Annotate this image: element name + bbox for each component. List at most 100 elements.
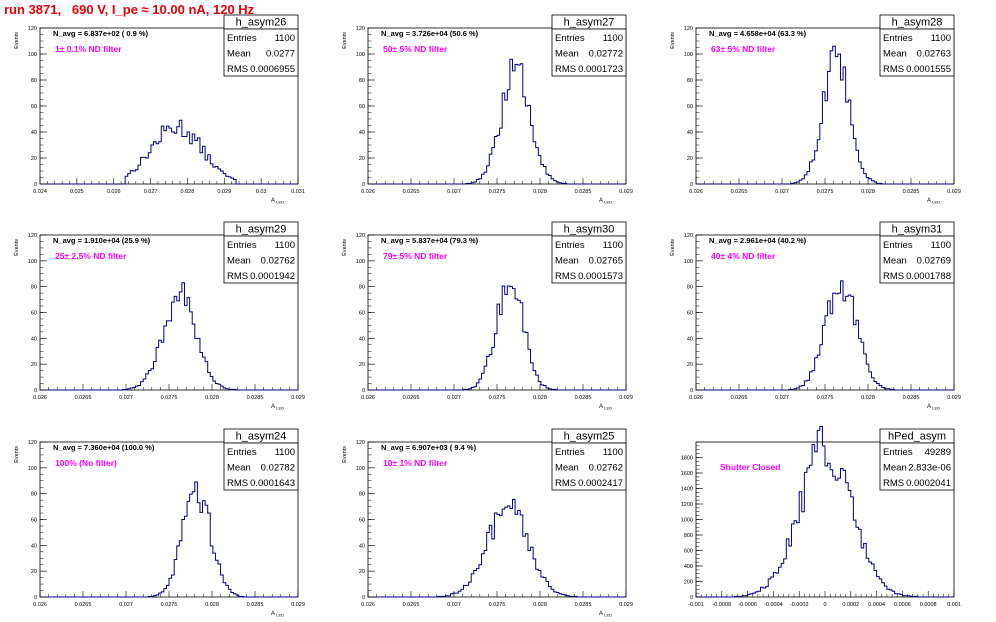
x-axis-label-subscript: LED xyxy=(604,613,612,618)
x-axis-label: A LED xyxy=(599,404,612,411)
y-axis-label: Events xyxy=(670,239,676,256)
y-tick-label: 400 xyxy=(684,564,693,570)
y-tick-label: 1600 xyxy=(681,471,693,477)
y-tick-label: 1000 xyxy=(681,518,693,524)
x-tick-label: 0.0265 xyxy=(403,189,420,195)
y-tick-label: 0 xyxy=(690,388,693,394)
stat-value: 0.02762 xyxy=(261,256,295,267)
filter-annotation: 1± 0.1% ND filter xyxy=(55,44,122,54)
y-tick-label: 20 xyxy=(359,569,365,575)
stat-value: 1100 xyxy=(603,447,623,458)
x-tick-label: 0.0285 xyxy=(575,189,592,195)
y-axis-label: Events xyxy=(670,32,676,49)
x-tick-label: 0.001 xyxy=(947,602,961,608)
stats-title: h_asym26 xyxy=(236,17,287,29)
stat-key: RMS xyxy=(555,478,576,489)
x-tick-label: 0.0008 xyxy=(920,602,937,608)
x-axis-label-subscript: LED xyxy=(276,406,284,411)
stats-title: h_asym28 xyxy=(892,17,943,29)
x-tick-label: 0.028 xyxy=(861,189,875,195)
x-tick-label: 0.0265 xyxy=(403,395,420,401)
y-tick-label: 60 xyxy=(359,311,365,317)
x-tick-label: 0.029 xyxy=(291,602,305,608)
x-tick-label: 0.0285 xyxy=(903,189,920,195)
y-tick-label: 40 xyxy=(687,336,693,342)
x-tick-label: 0.027 xyxy=(775,189,789,195)
x-tick-label: 0.028 xyxy=(205,602,219,608)
y-tick-label: 100 xyxy=(356,259,365,265)
filter-annotation: 50± 5% ND filter xyxy=(383,44,448,54)
navg-label: N_avg = 2.961e+04 (40.2 %) xyxy=(709,236,807,245)
stat-value: 0.0001643 xyxy=(250,478,295,489)
stat-key: Mean xyxy=(555,256,579,267)
y-tick-label: 20 xyxy=(31,156,37,162)
y-tick-label: 1200 xyxy=(681,502,693,508)
y-tick-label: 0 xyxy=(690,595,693,601)
stat-key: Mean xyxy=(555,49,579,60)
navg-label: N_avg = 3.726e+04 (50.6 %) xyxy=(381,29,479,38)
stats-title: h_asym25 xyxy=(564,431,615,443)
x-axis-label-main: A xyxy=(599,404,604,410)
x-axis-label-main: A xyxy=(271,404,276,410)
stat-value: 0.0001723 xyxy=(578,64,623,75)
x-tick-label: 0.028 xyxy=(861,395,875,401)
y-tick-label: 20 xyxy=(687,156,693,162)
stat-key: Mean xyxy=(227,463,251,474)
navg-label: N_avg = 6.837e+02 ( 0.9 %) xyxy=(53,29,149,38)
x-tick-label: 0.028 xyxy=(181,189,195,195)
stat-value: 2.833e-06 xyxy=(908,463,951,474)
x-axis-label: A LED xyxy=(599,198,612,205)
stat-value: 0.0002417 xyxy=(578,478,623,489)
y-tick-label: 120 xyxy=(28,233,37,239)
y-tick-label: 100 xyxy=(356,466,365,472)
stat-value: 0.0001573 xyxy=(578,271,623,282)
x-tick-label: 0.028 xyxy=(533,602,547,608)
x-axis-label-subscript: LED xyxy=(932,200,940,205)
y-tick-label: 0 xyxy=(690,182,693,188)
x-tick-label: 0.0275 xyxy=(161,602,178,608)
x-tick-label: 0.027 xyxy=(447,189,461,195)
x-tick-label: 0.028 xyxy=(533,395,547,401)
x-axis-label-main: A xyxy=(599,198,604,204)
y-tick-label: 100 xyxy=(28,259,37,265)
stat-key: Entries xyxy=(883,33,913,44)
y-tick-label: 80 xyxy=(31,492,37,498)
stat-key: RMS xyxy=(227,478,248,489)
histogram-bars xyxy=(40,282,298,391)
histogram-bars xyxy=(368,285,626,391)
x-axis-label-subscript: LED xyxy=(276,200,284,205)
stats-box xyxy=(879,442,955,491)
y-tick-label: 120 xyxy=(356,233,365,239)
x-axis-label-subscript: LED xyxy=(604,406,612,411)
stat-value: 0.0001788 xyxy=(906,271,951,282)
histogram-panel-h_asym25: 0.026 0.0265 0.027 0.0275 0.028 0.0285 0.029 0 2… xyxy=(342,428,633,618)
stat-value: 0.02762 xyxy=(589,463,623,474)
stat-value: 0.0002041 xyxy=(906,478,951,489)
y-tick-label: 100 xyxy=(684,52,693,58)
x-tick-label: 0.03 xyxy=(256,189,267,195)
stats-box xyxy=(551,28,627,77)
y-tick-label: 100 xyxy=(28,52,37,58)
y-axis-label: Events xyxy=(342,32,348,49)
x-tick-label: 0.0002 xyxy=(842,602,859,608)
stat-value: 0.0277 xyxy=(266,49,295,60)
stats-title: h_asym31 xyxy=(892,224,943,236)
x-tick-label: 0.026 xyxy=(33,602,47,608)
x-tick-label: 0.0275 xyxy=(489,602,506,608)
stats-box xyxy=(551,235,627,284)
y-tick-label: 80 xyxy=(31,285,37,291)
x-tick-label: 0.027 xyxy=(775,395,789,401)
stat-value: 0.02763 xyxy=(917,49,951,60)
stat-key: RMS xyxy=(555,64,576,75)
x-tick-label: 0.029 xyxy=(947,189,961,195)
x-tick-label: 0.0285 xyxy=(575,602,592,608)
y-tick-label: 120 xyxy=(28,440,37,446)
y-tick-label: 20 xyxy=(687,362,693,368)
stat-value: 1100 xyxy=(931,33,951,44)
x-tick-label: 0.0275 xyxy=(817,189,834,195)
x-axis-label-main: A xyxy=(927,404,932,410)
y-tick-label: 0 xyxy=(34,182,37,188)
x-tick-label: 0.029 xyxy=(619,395,633,401)
y-tick-label: 60 xyxy=(31,518,37,524)
x-tick-label: 0.0265 xyxy=(731,189,748,195)
